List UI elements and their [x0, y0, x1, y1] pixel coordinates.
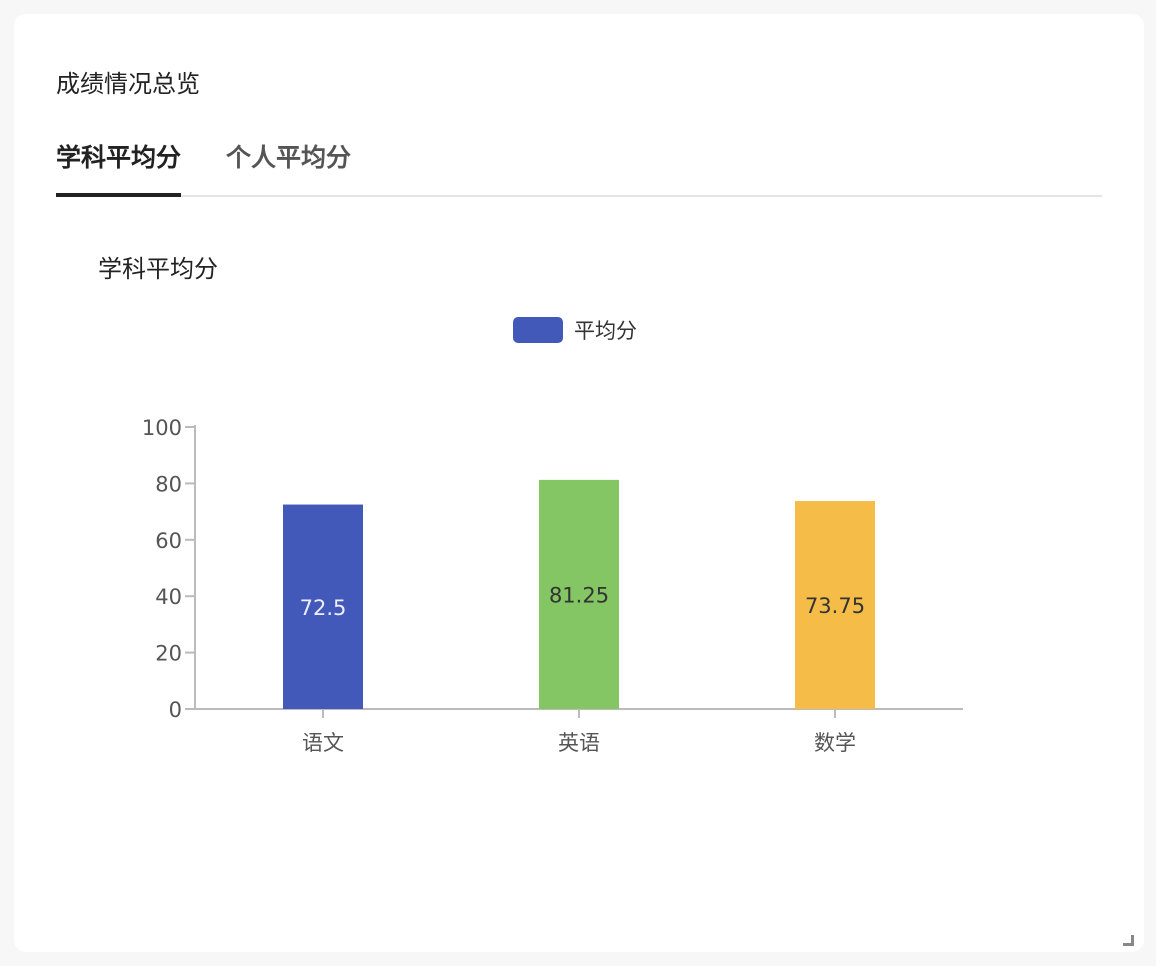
tab-subject-average[interactable]: 学科平均分 [56, 138, 182, 197]
bar-2[interactable] [795, 501, 875, 709]
bar-1[interactable] [539, 479, 619, 709]
data-label: 81.25 [549, 583, 609, 607]
resize-handle-icon[interactable] [1123, 935, 1134, 946]
tab-bar: 学科平均分 个人平均分 [56, 138, 1102, 197]
y-tick-label: 60 [155, 529, 182, 553]
x-tick-label: 英语 [558, 731, 600, 755]
tab-personal-average[interactable]: 个人平均分 [226, 143, 352, 172]
bar-0[interactable] [283, 504, 363, 709]
y-tick-label: 20 [155, 642, 182, 666]
y-tick-label: 0 [169, 698, 182, 722]
y-tick-label: 80 [155, 472, 182, 496]
x-tick-label: 数学 [814, 731, 856, 755]
legend-swatch[interactable] [513, 317, 563, 343]
y-tick-label: 100 [142, 416, 182, 440]
x-tick-label: 语文 [302, 731, 344, 755]
y-tick-label: 40 [155, 585, 182, 609]
data-label: 72.5 [300, 596, 347, 620]
data-label: 73.75 [805, 594, 865, 618]
chart-title: 学科平均分 [98, 255, 218, 283]
legend-label[interactable]: 平均分 [574, 319, 637, 343]
card-title: 成绩情况总览 [56, 70, 200, 98]
